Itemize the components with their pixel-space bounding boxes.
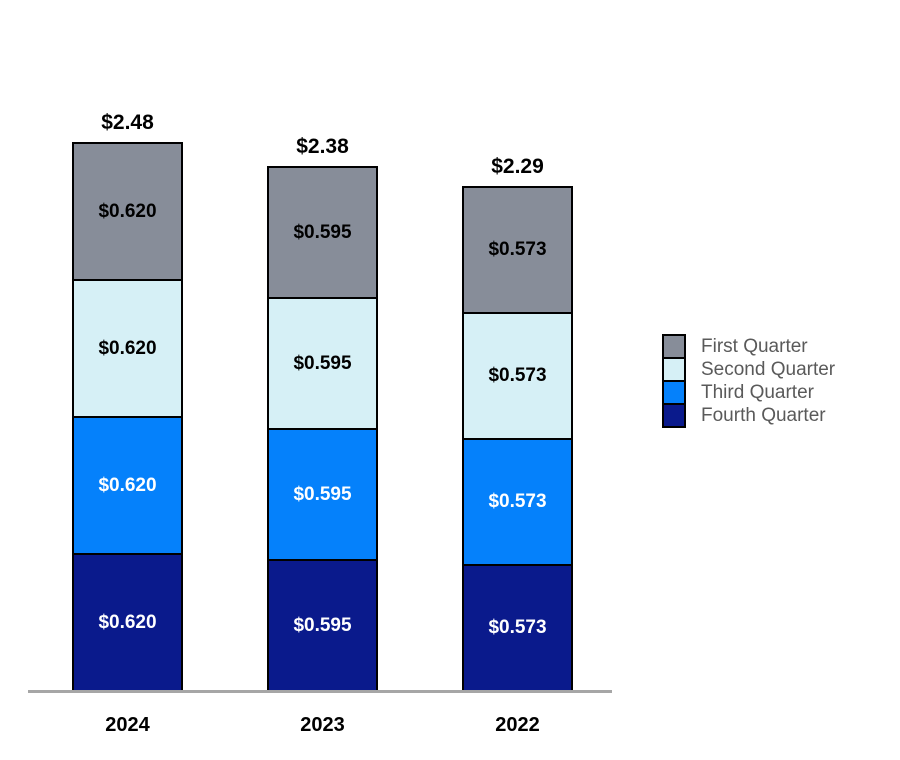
category-label-2022: 2022 <box>495 714 540 736</box>
segment-second-quarter: $0.573 <box>462 312 573 438</box>
category-label-2024: 2024 <box>105 714 150 736</box>
x-axis-baseline <box>28 690 612 693</box>
segment-value-label: $0.573 <box>488 491 547 512</box>
bar-total-label: $2.48 <box>101 111 154 134</box>
legend-swatch-second-quarter <box>662 357 686 382</box>
category-label-2023: 2023 <box>300 714 345 736</box>
segment-fourth-quarter: $0.573 <box>462 564 573 690</box>
legend-label: Third Quarter <box>701 382 814 403</box>
segment-value-label: $0.573 <box>488 239 547 260</box>
legend-item-second-quarter: Second Quarter <box>662 357 835 382</box>
legend-label: Second Quarter <box>701 359 836 380</box>
segment-third-quarter: $0.595 <box>267 428 378 559</box>
segment-value-label: $0.595 <box>293 614 352 636</box>
legend-swatch-third-quarter <box>662 380 686 405</box>
segment-value-label: $0.620 <box>98 337 157 359</box>
bar-2023: $2.38 $0.595 $0.595 $0.595 $0.595 <box>267 135 378 690</box>
chart-legend: First Quarter Second Quarter Third Quarter… <box>662 334 835 428</box>
legend-item-first-quarter: First Quarter <box>662 334 835 359</box>
segment-fourth-quarter: $0.620 <box>72 553 183 690</box>
bar-total-label: $2.38 <box>296 135 349 158</box>
bar-2022: $2.29 $0.573 $0.573 $0.573 $0.573 <box>462 155 573 690</box>
bar-2024: $2.48 $0.620 $0.620 $0.620 $0.620 <box>72 111 183 690</box>
segment-third-quarter: $0.620 <box>72 416 183 553</box>
legend-label: Fourth Quarter <box>701 405 826 426</box>
legend-item-third-quarter: Third Quarter <box>662 380 835 405</box>
legend-swatch-first-quarter <box>662 334 686 359</box>
segment-second-quarter: $0.620 <box>72 279 183 416</box>
segment-value-label: $0.573 <box>488 617 547 638</box>
segment-value-label: $0.595 <box>293 221 352 243</box>
segment-value-label: $0.595 <box>293 352 352 374</box>
legend-item-fourth-quarter: Fourth Quarter <box>662 403 835 428</box>
segment-first-quarter: $0.620 <box>72 142 183 279</box>
bar-total-label: $2.29 <box>491 155 544 178</box>
segment-value-label: $0.620 <box>98 474 157 496</box>
segment-second-quarter: $0.595 <box>267 297 378 428</box>
legend-swatch-fourth-quarter <box>662 403 686 428</box>
segment-third-quarter: $0.573 <box>462 438 573 564</box>
segment-value-label: $0.595 <box>293 483 352 505</box>
segment-fourth-quarter: $0.595 <box>267 559 378 690</box>
segment-value-label: $0.620 <box>98 611 157 633</box>
segment-value-label: $0.620 <box>98 200 157 222</box>
segment-first-quarter: $0.573 <box>462 186 573 312</box>
segment-value-label: $0.573 <box>488 365 547 386</box>
legend-label: First Quarter <box>701 336 808 357</box>
segment-first-quarter: $0.595 <box>267 166 378 297</box>
